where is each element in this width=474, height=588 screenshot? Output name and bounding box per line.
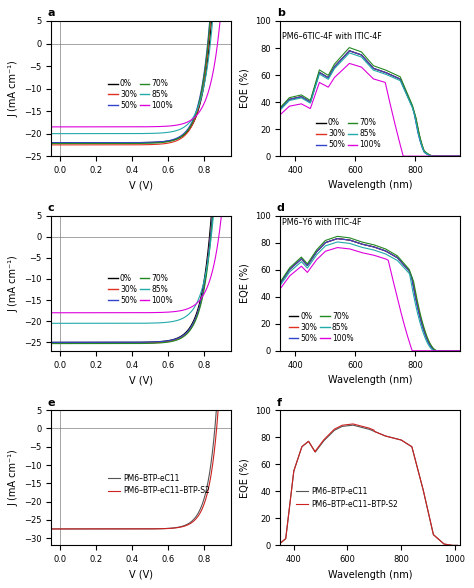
Text: b: b xyxy=(277,8,285,18)
X-axis label: Wavelength (nm): Wavelength (nm) xyxy=(328,375,412,385)
Y-axis label: EQE (%): EQE (%) xyxy=(239,458,249,497)
PM6–BTP-eC11–BTP-S2 xyxy=(394,435,400,442)
Legend: 0%, 30%, 50%, 70%, 85%, 100%: 0%, 30%, 50%, 70%, 85%, 100% xyxy=(313,115,384,152)
PM6–BTP-eC11–BTP-S2 xyxy=(219,396,225,403)
Text: f: f xyxy=(277,397,282,407)
Text: c: c xyxy=(48,203,54,213)
PM6–BTP-eC11 xyxy=(191,515,197,522)
PM6–BTP-eC11–BTP-S2 xyxy=(48,526,54,533)
Line: PM6–BTP-eC11: PM6–BTP-eC11 xyxy=(51,399,226,529)
PM6–BTP-eC11–BTP-S2 xyxy=(416,468,421,475)
Y-axis label: EQE (%): EQE (%) xyxy=(239,69,249,108)
PM6–BTP-eC11–BTP-S2 xyxy=(438,537,443,544)
PM6–BTP-eC11 xyxy=(214,396,220,403)
Text: PM6–6TIC-4F with ITIC-4F: PM6–6TIC-4F with ITIC-4F xyxy=(282,32,382,41)
PM6–BTP-eC11 xyxy=(416,468,421,475)
X-axis label: Wavelength (nm): Wavelength (nm) xyxy=(328,570,412,580)
PM6–BTP-eC11 xyxy=(449,542,455,549)
PM6–BTP-eC11–BTP-S2 xyxy=(191,517,197,524)
Y-axis label: J (mA cm⁻¹): J (mA cm⁻¹) xyxy=(9,255,18,312)
PM6–BTP-eC11 xyxy=(438,537,443,544)
PM6–BTP-eC11–BTP-S2 xyxy=(152,525,158,532)
X-axis label: V (V): V (V) xyxy=(129,375,153,385)
PM6–BTP-eC11 xyxy=(321,437,327,445)
PM6–BTP-eC11–BTP-S2 xyxy=(449,542,455,549)
PM6–BTP-eC11 xyxy=(334,426,339,433)
X-axis label: V (V): V (V) xyxy=(129,181,153,191)
Legend: 0%, 30%, 50%, 70%, 85%, 100%: 0%, 30%, 50%, 70%, 85%, 100% xyxy=(105,76,176,113)
PM6–BTP-eC11 xyxy=(132,526,138,533)
Line: PM6–BTP-eC11–BTP-S2: PM6–BTP-eC11–BTP-S2 xyxy=(51,399,226,529)
PM6–BTP-eC11 xyxy=(350,422,356,429)
PM6–BTP-eC11 xyxy=(48,526,54,533)
PM6–BTP-eC11–BTP-S2 xyxy=(321,436,327,443)
PM6–BTP-eC11–BTP-S2 xyxy=(223,396,228,403)
Legend: 0%, 30%, 50%, 70%, 85%, 100%: 0%, 30%, 50%, 70%, 85%, 100% xyxy=(286,309,356,346)
PM6–BTP-eC11–BTP-S2 xyxy=(455,542,460,549)
PM6–BTP-eC11 xyxy=(143,525,148,532)
PM6–BTP-eC11 xyxy=(328,431,333,438)
Text: e: e xyxy=(48,397,55,407)
PM6–BTP-eC11–BTP-S2 xyxy=(278,540,283,547)
Legend: PM6–BTP-eC11, PM6–BTP-eC11–BTP-S2: PM6–BTP-eC11, PM6–BTP-eC11–BTP-S2 xyxy=(293,484,401,512)
Line: PM6–BTP-eC11: PM6–BTP-eC11 xyxy=(281,425,457,546)
Y-axis label: J (mA cm⁻¹): J (mA cm⁻¹) xyxy=(9,60,18,117)
PM6–BTP-eC11–BTP-S2 xyxy=(216,396,222,403)
X-axis label: Wavelength (nm): Wavelength (nm) xyxy=(328,181,412,191)
Text: a: a xyxy=(48,8,55,18)
X-axis label: V (V): V (V) xyxy=(129,570,153,580)
PM6–BTP-eC11 xyxy=(223,396,228,403)
Y-axis label: J (mA cm⁻¹): J (mA cm⁻¹) xyxy=(9,449,18,506)
Text: d: d xyxy=(277,203,285,213)
Legend: 0%, 30%, 50%, 70%, 85%, 100%: 0%, 30%, 50%, 70%, 85%, 100% xyxy=(105,271,176,308)
PM6–BTP-eC11 xyxy=(394,435,400,442)
Y-axis label: EQE (%): EQE (%) xyxy=(239,263,249,303)
PM6–BTP-eC11–BTP-S2 xyxy=(350,420,356,427)
PM6–BTP-eC11 xyxy=(278,540,283,547)
PM6–BTP-eC11–BTP-S2 xyxy=(334,425,339,432)
PM6–BTP-eC11–BTP-S2 xyxy=(143,526,148,533)
PM6–BTP-eC11–BTP-S2 xyxy=(328,430,333,437)
PM6–BTP-eC11 xyxy=(219,396,225,403)
PM6–BTP-eC11 xyxy=(152,525,158,532)
Legend: PM6–BTP-eC11, PM6–BTP-eC11–BTP-S2: PM6–BTP-eC11, PM6–BTP-eC11–BTP-S2 xyxy=(105,470,213,499)
Text: PM6–Y6 with ITIC-4F: PM6–Y6 with ITIC-4F xyxy=(282,218,361,228)
PM6–BTP-eC11 xyxy=(131,526,137,533)
PM6–BTP-eC11 xyxy=(455,542,460,549)
PM6–BTP-eC11–BTP-S2 xyxy=(132,526,138,533)
Line: PM6–BTP-eC11–BTP-S2: PM6–BTP-eC11–BTP-S2 xyxy=(281,424,457,546)
PM6–BTP-eC11–BTP-S2 xyxy=(131,526,137,533)
